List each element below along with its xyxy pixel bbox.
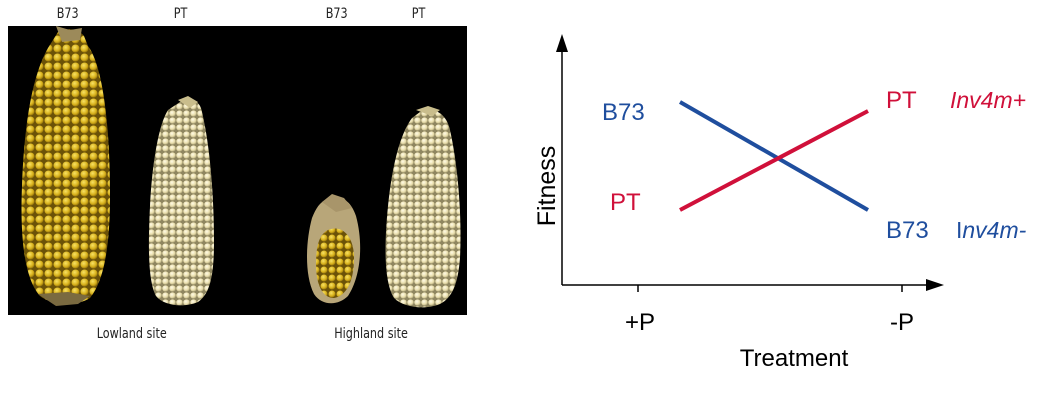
allele-label-inv4m-plus: Inv4m+ [950,87,1026,113]
b73-reaction-line [679,100,869,212]
allele-label-inv4m-minus-prefix: I [956,217,962,243]
y-axis-label: Fitness [533,146,561,227]
allele-label-inv4m-minus: Inv4m- [956,217,1027,243]
x-tick-label-plus-p: +P [625,309,655,336]
photo-label-pt-lowland: PT [173,6,188,22]
pt-reaction-line [679,109,869,212]
y-axis-arrow-icon [556,34,568,52]
ear-pt-highland [385,106,461,308]
ear-pt-lowland [148,96,214,306]
label-pt-right: PT [886,87,917,114]
allele-label-inv4m-minus-italic: nv4m- [962,217,1026,243]
site-label-lowland: Lowland site [96,326,167,342]
photo-label-b73-highland: B73 [325,6,348,22]
maize-ears-illustration [21,26,461,308]
label-b73-right: B73 [886,217,929,244]
ear-b73-lowland [21,26,110,306]
x-axis-arrow-icon [926,279,944,291]
fitness-reaction-norm-diagram: Fitness Treatment +P -P B73 PT PT B73 In… [533,34,1027,372]
label-pt-left: PT [610,189,641,216]
label-b73-left: B73 [602,99,645,126]
maize-ear-photo [8,26,467,315]
site-label-highland: Highland site [334,326,408,342]
x-axis-label: Treatment [740,345,849,372]
x-tick-label-minus-p: -P [890,309,914,336]
ear-b73-highland [307,194,361,304]
photo-label-b73-lowland: B73 [56,6,79,22]
photo-label-pt-highland: PT [411,6,426,22]
